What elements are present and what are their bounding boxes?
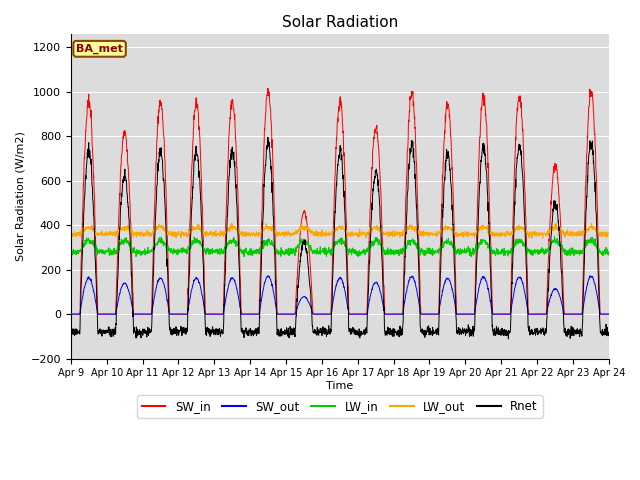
LW_in — [367, 238, 375, 244]
Y-axis label: Solar Radiation (W/m2): Solar Radiation (W/m2) — [15, 132, 25, 261]
SW_in — [67, 311, 75, 317]
Line: LW_out: LW_out — [71, 223, 609, 238]
LW_out — [539, 235, 547, 241]
Rnet — [496, 326, 504, 332]
LW_out — [355, 231, 363, 237]
LW_in — [558, 242, 566, 248]
Line: SW_in: SW_in — [71, 88, 609, 314]
SW_out — [557, 300, 565, 305]
LW_in — [573, 249, 580, 255]
Rnet — [367, 220, 375, 226]
SW_in — [264, 85, 272, 91]
SW_in — [557, 243, 565, 249]
Rnet — [504, 336, 512, 342]
X-axis label: Time: Time — [326, 381, 353, 391]
Rnet — [573, 329, 580, 335]
SW_out — [264, 273, 272, 278]
SW_in — [367, 186, 375, 192]
LW_out — [496, 233, 504, 239]
Title: Solar Radiation: Solar Radiation — [282, 15, 398, 30]
LW_out — [228, 220, 236, 226]
SW_out — [367, 290, 375, 296]
Legend: SW_in, SW_out, LW_in, LW_out, Rnet: SW_in, SW_out, LW_in, LW_out, Rnet — [137, 395, 543, 418]
SW_in — [605, 311, 612, 317]
Rnet — [558, 269, 566, 275]
Rnet — [67, 328, 75, 334]
SW_in — [355, 311, 363, 317]
LW_in — [605, 252, 612, 258]
SW_in — [573, 311, 580, 317]
LW_out — [605, 231, 612, 237]
LW_in — [550, 233, 558, 239]
SW_out — [217, 311, 225, 317]
LW_in — [496, 249, 504, 255]
SW_out — [496, 311, 504, 317]
LW_out — [573, 231, 580, 237]
LW_out — [217, 231, 225, 237]
Line: LW_in: LW_in — [71, 236, 609, 257]
LW_in — [355, 248, 363, 253]
LW_in — [355, 254, 362, 260]
LW_out — [367, 226, 375, 232]
Rnet — [264, 134, 272, 140]
SW_in — [496, 311, 504, 317]
SW_in — [217, 311, 225, 317]
Text: BA_met: BA_met — [76, 44, 123, 54]
SW_out — [605, 311, 612, 317]
SW_out — [355, 311, 363, 317]
Rnet — [605, 333, 612, 338]
SW_out — [573, 311, 580, 317]
LW_out — [67, 231, 75, 237]
Rnet — [217, 330, 225, 336]
Rnet — [355, 328, 363, 334]
Line: Rnet: Rnet — [71, 137, 609, 339]
LW_out — [558, 230, 566, 236]
LW_in — [217, 250, 225, 256]
SW_out — [67, 311, 75, 317]
LW_in — [67, 248, 75, 254]
Line: SW_out: SW_out — [71, 276, 609, 314]
